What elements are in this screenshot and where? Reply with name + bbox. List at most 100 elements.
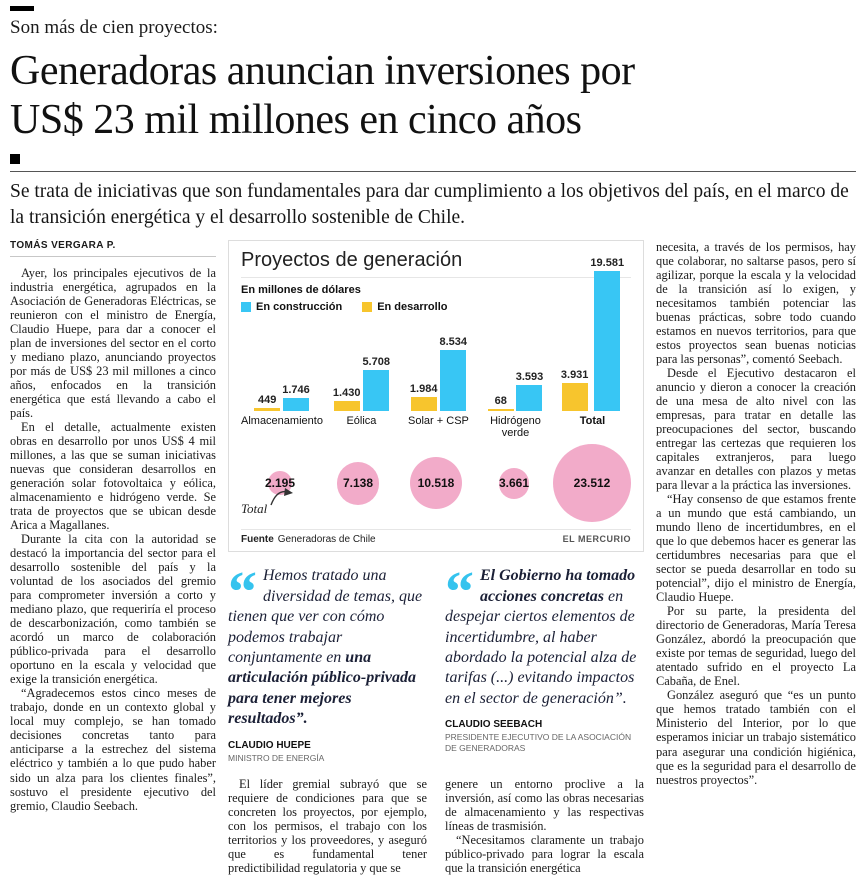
- middle-column: Proyectos de generación En millones de d…: [228, 239, 644, 875]
- quote-text: Hemos tratado una diversidad de temas, q…: [228, 566, 427, 730]
- total-bubble: 7.138: [336, 461, 380, 505]
- paragraph: “Agradecemos estos cinco meses de trabaj…: [10, 686, 216, 813]
- paragraph: Por su parte, la presidenta del director…: [656, 604, 856, 689]
- category-label: Eólica: [346, 414, 377, 427]
- total-bubble-value: 23.512: [573, 476, 611, 491]
- bar-group: 1.984 8.534 Solar + CSP: [400, 253, 477, 439]
- paragraph: necesita, a través de los permisos, hay …: [656, 239, 856, 367]
- bar-value-label: 1.746: [282, 384, 310, 397]
- bar-group: 1.430 5.708 Eólica: [323, 253, 400, 439]
- bar-value-label: 3.593: [515, 371, 544, 384]
- total-bubble: 3.661: [498, 467, 530, 499]
- chart-source-name: Generadoras de Chile: [277, 534, 376, 546]
- total-bubble-value: 10.518: [417, 476, 455, 491]
- bubble-cell: 7.138: [319, 461, 397, 505]
- paragraph: El líder gremial subrayó que se requiere…: [228, 776, 427, 876]
- middle-text-col-2: genere un entorno proclive a la inversió…: [445, 777, 644, 875]
- total-bubble: 10.518: [409, 457, 463, 510]
- middle-text-columns: El líder gremial subrayó que se requiere…: [228, 777, 644, 875]
- left-column-text: Ayer, los principales ejecutivos de la i…: [10, 266, 216, 813]
- pull-quotes: “ Hemos tratado una diversidad de temas,…: [228, 559, 644, 764]
- paragraph: genere un entorno proclive a la inversió…: [445, 776, 644, 833]
- kicker: Son más de cien proyectos:: [10, 17, 218, 38]
- total-bubble-value: 7.138: [342, 476, 374, 491]
- total-bubble-value: 3.661: [498, 476, 529, 491]
- headline-line-2: US$ 23 mil millones en cinco años: [10, 97, 582, 144]
- paragraph: “Necesitamos claramente un trabajo públi…: [445, 832, 644, 876]
- chart-credit: EL MERCURIO: [562, 534, 631, 545]
- bar-chart-plot: 449 1.746 Almacenamiento 1.430 5.708 Eólica 1.…: [241, 253, 631, 439]
- quote-text-strong: una articulación público-privada para te…: [228, 649, 416, 728]
- chart-source-label: Fuente: [241, 534, 274, 546]
- category-label: Hidrógeno verde: [490, 414, 541, 440]
- bar-value-label: 449: [258, 393, 277, 406]
- quote-attribution-role: PRESIDENTE EJECUTIVO DE LA ASOCIACIÓN DE…: [445, 732, 632, 754]
- article-columns: TOMÁS VERGARA P. Ayer, los principales e…: [10, 239, 856, 875]
- headline-line-1: Generadoras anuncian inversiones por: [10, 48, 635, 94]
- legend-item: En desarrollo: [362, 301, 447, 313]
- chart-footer: Fuente Generadoras de Chile EL MERCURIO: [241, 529, 631, 545]
- middle-text-col-1: El líder gremial subrayó que se requiere…: [228, 777, 427, 875]
- bar-value-label: 68: [494, 394, 507, 407]
- category-label: Solar + CSP: [408, 414, 469, 427]
- bar-value-label: 3.931: [560, 368, 589, 381]
- curved-arrow-icon: [270, 488, 293, 506]
- bar: [410, 396, 437, 411]
- quote-text-strong: El Gobierno ha tomado acciones concretas: [480, 567, 636, 605]
- legend-label: En construcción: [256, 300, 343, 313]
- bar: [282, 398, 309, 411]
- bar-value-label: 5.708: [362, 356, 390, 369]
- total-pointer-label: Total: [241, 501, 268, 517]
- bar-group: 449 1.746 Almacenamiento: [241, 253, 323, 439]
- right-column: necesita, a través de los permisos, hay …: [656, 240, 856, 787]
- bar: [440, 349, 467, 411]
- bar: [363, 370, 390, 411]
- bar-group: 3.931 19.581 Total: [554, 253, 631, 439]
- bar: [487, 408, 514, 411]
- subheadline: Se trata de iniciativas que son fundamen…: [10, 181, 849, 228]
- pull-quote-seebach: “ El Gobierno ha tomado acciones concret…: [445, 559, 644, 764]
- chart-title: Proyectos de generación: [241, 249, 631, 278]
- bar: [333, 400, 360, 411]
- legend-label: En desarrollo: [377, 300, 448, 313]
- paragraph: Ayer, los principales ejecutivos de la i…: [10, 265, 216, 421]
- generation-projects-chart: Proyectos de generación En millones de d…: [228, 239, 644, 553]
- header-rule: [10, 171, 856, 173]
- bar-value-label: 1.984: [409, 382, 438, 395]
- chart-subtitle: En millones de dólares: [241, 283, 361, 296]
- paragraph: Desde el Ejecutivo destacaron el anuncio…: [656, 366, 856, 493]
- open-quote-icon: “: [228, 559, 257, 625]
- quote-text-normal: en despejar ciertos elementos de incerti…: [445, 587, 637, 707]
- quote-text: El Gobierno ha tomado acciones concretas…: [445, 566, 644, 709]
- bar: [561, 382, 588, 411]
- category-label: Total: [579, 414, 606, 427]
- legend-item: En construcción: [241, 301, 342, 313]
- paragraph: Durante la cita con la autoridad se dest…: [10, 532, 216, 687]
- bar: [254, 407, 281, 411]
- top-dash-rule: [10, 6, 34, 11]
- bar-value-label: 19.581: [590, 256, 625, 269]
- pull-quote-huepe: “ Hemos tratado una diversidad de temas,…: [228, 559, 427, 764]
- chart-source: Fuente Generadoras de Chile: [241, 534, 376, 545]
- quote-attribution-name: CLAUDIO HUEPE: [228, 739, 311, 751]
- paragraph: González aseguró que “es un punto que he…: [656, 688, 856, 787]
- headline: Generadoras anuncian inversiones por US$…: [10, 47, 856, 145]
- legend-swatch-icon: [362, 301, 373, 312]
- open-quote-icon: “: [445, 559, 474, 625]
- bubble-cell: 3.661: [475, 467, 553, 499]
- square-bullet: [10, 154, 20, 165]
- right-column-text: necesita, a través de los permisos, hay …: [656, 240, 856, 787]
- bar: [594, 270, 621, 411]
- bubble-cell: 23.512: [553, 444, 631, 523]
- paragraph: “Hay consenso de que estamos frente a un…: [656, 492, 856, 605]
- quote-attribution-name: CLAUDIO SEEBACH: [445, 719, 543, 731]
- quote-text-normal: Hemos tratado una diversidad de temas, q…: [228, 567, 423, 666]
- bar-group: 68 3.593 Hidrógeno verde: [477, 253, 554, 439]
- bar: [516, 385, 543, 411]
- total-bubble: 23.512: [553, 444, 631, 523]
- bar-value-label: 1.430: [332, 386, 361, 399]
- total-bubble-value: 2.195: [264, 476, 296, 491]
- total-pointer: Total: [241, 488, 293, 517]
- quote-attribution-role: MINISTRO DE ENERGÍA: [228, 752, 325, 763]
